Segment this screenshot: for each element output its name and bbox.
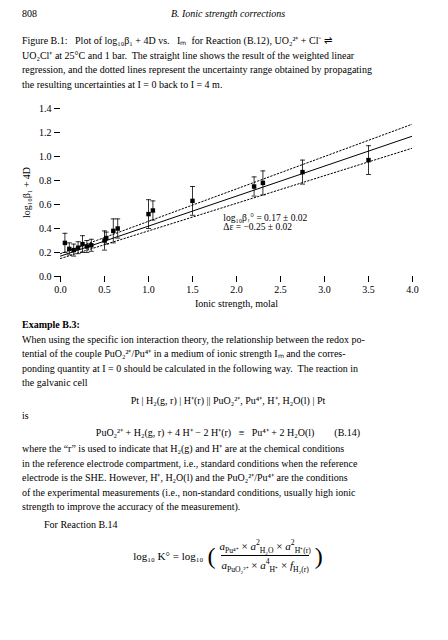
html-text:ponding quantity at I = 0 shou: ponding quantity at I = 0 should be calc…: [22, 362, 359, 374]
svg-text:1.2: 1.2: [39, 127, 52, 138]
html-text:Example B.3:: Example B.3:: [22, 319, 80, 330]
svg-text:1.0: 1.0: [39, 151, 52, 162]
html-text:strength to improve the accura: strength to improve the accuracy of the …: [22, 501, 241, 512]
html-text:For Reaction B.14: For Reaction B.14: [44, 518, 118, 530]
html-text:UO₂Cl⁺ at 25°C and 1 bar. The: UO₂Cl⁺ at 25°C and 1 bar. The straight l…: [22, 49, 355, 61]
svg-text:0.6: 0.6: [39, 199, 52, 210]
html-text:the galvanic cell: the galvanic cell: [22, 377, 88, 388]
html-text:808: 808: [22, 8, 37, 19]
html-text:Figure B.1: Plot of log₁₀β₁ +: Figure B.1: Plot of log₁₀β₁ + 4D vs. Iₘ …: [22, 35, 332, 46]
html-text:in the reference electrode com: in the reference electrode compartment, …: [22, 457, 358, 469]
svg-text:0.2: 0.2: [39, 247, 52, 258]
svg-text:3.0: 3.0: [318, 284, 331, 295]
html-text:regression, and the dotted lin: regression, and the dotted lines represe…: [22, 64, 372, 75]
html-text:is: is: [22, 410, 29, 421]
svg-text:1.5: 1.5: [186, 284, 199, 295]
html-text:tential of the couple PuO₂²⁺/P: tential of the couple PuO₂²⁺/Pu⁴⁺ in a m…: [22, 348, 346, 359]
html-text:H₂O × a2: H₂O × a2: [259, 538, 295, 555]
html-text:Pt | H₂(g, r) | H⁺(r) || PuO₂²: Pt | H₂(g, r) | H⁺(r) || PuO₂²⁺, Pu⁴⁺, H…: [130, 394, 326, 406]
html-text:PuO₂²⁺ + H₂(g, r) + 4 H⁺ − 2 H: PuO₂²⁺ + H₂(g, r) + 4 H⁺ − 2 H⁺(r) ≡ Pu⁴…: [95, 426, 361, 438]
html-text:of the experimental measuremen: of the experimental measurements (i.e., …: [22, 486, 356, 498]
svg-text:log₁₀β₁ + 4D: log₁₀β₁ + 4D: [21, 167, 32, 218]
svg-text:2.5: 2.5: [274, 284, 287, 295]
svg-text:log₁₀β₁° = 0.17 ± 0.02Δε = −0.: log₁₀β₁° = 0.17 ± 0.02Δε = −0.25 ± 0.02: [223, 213, 307, 233]
html-text:electrode is the SHE. However,: electrode is the SHE. However, H⁺, H₂O(l…: [22, 472, 348, 483]
html-text:where the “r” is used to indic: where the “r” is used to indicate that H…: [22, 443, 345, 454]
svg-text:3.5: 3.5: [362, 284, 375, 295]
html-text:the resulting uncertainties at: the resulting uncertainties at I = 0 bac…: [22, 78, 223, 90]
html-text:B. Ionic strength corrections: B. Ionic strength corrections: [170, 8, 286, 19]
html-text:When using the specific ion in: When using the specific ion interaction …: [22, 333, 365, 345]
svg-text:2.0: 2.0: [230, 284, 243, 295]
svg-text:1.0: 1.0: [142, 284, 155, 295]
html-text:H⁺(r): H⁺(r): [294, 545, 311, 555]
svg-text:0.5: 0.5: [98, 284, 111, 295]
svg-text:Ionic strength, molal: Ionic strength, molal: [195, 298, 278, 309]
svg-text:1.4: 1.4: [39, 103, 52, 114]
html-text:aPuO₂²⁺ × a4: aPuO₂²⁺ × a4: [221, 556, 270, 574]
html-text:H⁺× fH₂(r): H⁺× fH₂(r): [269, 558, 309, 574]
html-text:log₁₀ K° = log₁₀: log₁₀ K° = log₁₀: [133, 549, 204, 562]
svg-text:4.0: 4.0: [406, 284, 419, 295]
svg-text:0.0: 0.0: [39, 271, 52, 282]
svg-text:0.0: 0.0: [54, 284, 67, 295]
svg-text:0.4: 0.4: [39, 223, 52, 234]
svg-text:0.8: 0.8: [39, 175, 52, 186]
html-text:aPu⁴⁺ × a2: aPu⁴⁺ × a2: [219, 538, 260, 555]
